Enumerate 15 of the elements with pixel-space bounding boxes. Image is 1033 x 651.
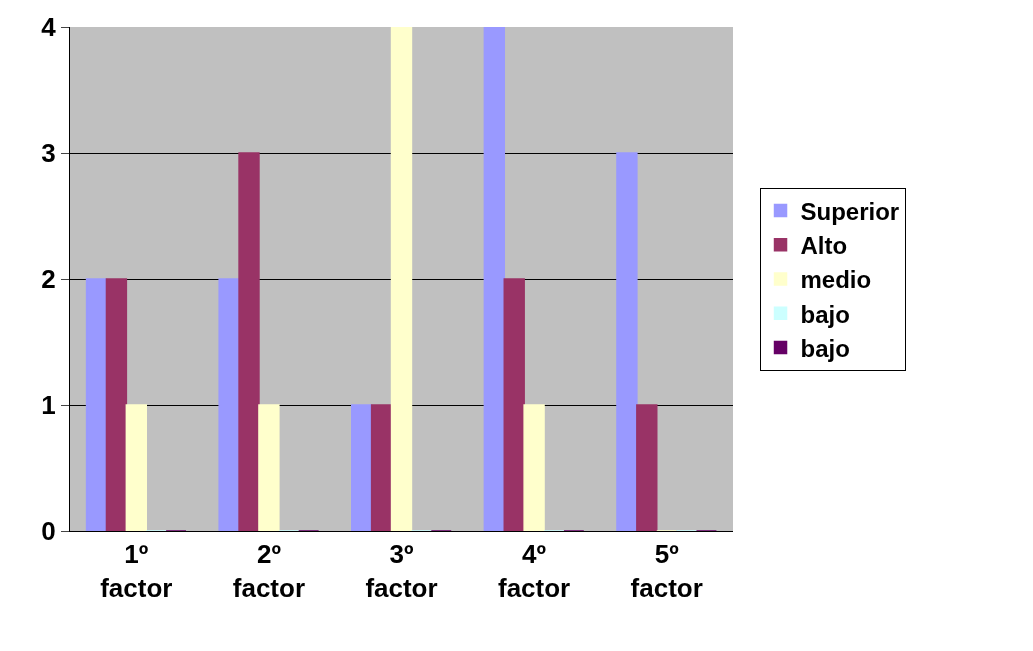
y-tick-label: 3 — [41, 138, 56, 169]
legend-label: Alto — [800, 232, 848, 260]
x-tick-label: 5º factor — [630, 539, 703, 603]
x-tick-label: 3º factor — [365, 539, 438, 603]
y-tick-label: 4 — [41, 12, 57, 43]
y-tick-label: 2 — [41, 264, 56, 295]
y-tick-label: 1 — [41, 390, 56, 421]
y-tick-label: 0 — [41, 516, 56, 547]
x-tick-label: 1º factor — [100, 539, 173, 603]
legend-label: bajo — [800, 334, 850, 362]
x-tick-label: 4º factor — [497, 539, 571, 603]
legend-label: medio — [800, 266, 872, 294]
x-tick-label: 2º factor — [232, 539, 306, 603]
legend-label: Superior — [800, 197, 900, 225]
legend-label: bajo — [800, 300, 850, 328]
